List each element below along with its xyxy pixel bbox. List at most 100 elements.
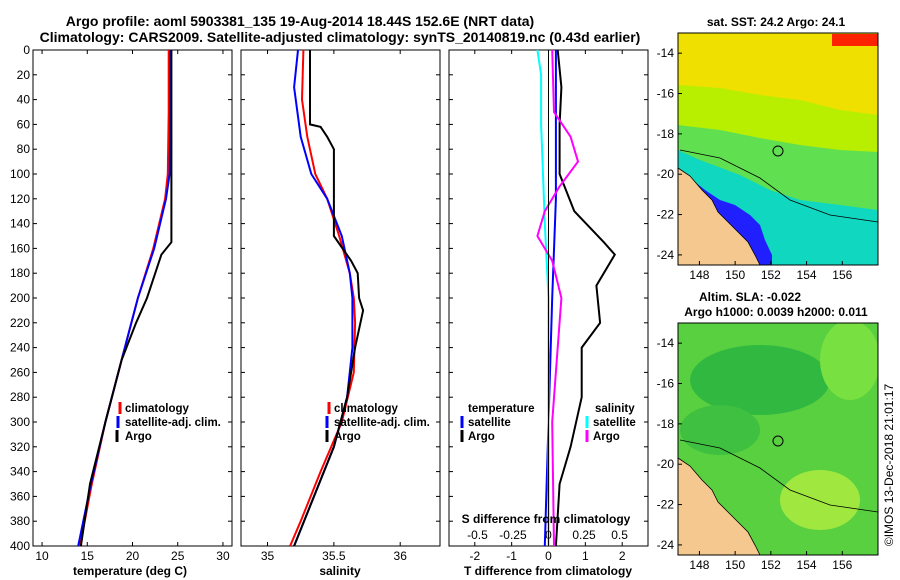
legend-climatology: climatology [334, 403, 399, 415]
sla-lat-axis: -14 -16 -18 -20 -22 -24 [657, 336, 682, 552]
sst-argo-location-marker [772, 145, 784, 157]
x-tick-label: 10 [35, 549, 49, 563]
t-difference-x-axis: -2 -1 0 1 2 [469, 50, 626, 563]
s-difference-inner-axis: -0.5-0.2500.250.5 [467, 528, 628, 542]
depth-tick-label: 220 [10, 316, 30, 330]
s-tick-label: -0.5 [467, 528, 488, 542]
sst-lat-axis: -14 -16 -18 -20 -22 -24 [657, 46, 682, 262]
x-tick-label: 30 [216, 549, 230, 563]
difference-series [536, 49, 617, 547]
temperature-series [77, 50, 173, 547]
lon-tick-label: 148 [689, 268, 709, 282]
lat-tick-label: -24 [657, 538, 675, 552]
depth-tick-label: 380 [10, 514, 30, 528]
series-line-s-argo [536, 49, 580, 547]
s-tick-label: 0.5 [611, 528, 628, 542]
legend-t-argo: Argo [468, 431, 495, 443]
lat-tick-label: -24 [657, 248, 675, 262]
depth-tick-label: 180 [10, 266, 30, 280]
salinity-legend: climatology satellite-adj. clim. Argo [325, 402, 430, 443]
s-tick-label: -0.25 [499, 528, 527, 542]
depth-tick-label: 340 [10, 465, 30, 479]
legend-argo: Argo [334, 431, 361, 443]
depth-tick-label: 40 [17, 93, 31, 107]
series-line-argo [293, 50, 365, 547]
s-tick-label: 0.25 [572, 528, 596, 542]
sst-lon-axis: 148 150 152 154 156 [689, 261, 853, 282]
x-tick-label: 15 [81, 549, 95, 563]
sla-mid-area [680, 405, 760, 455]
salinity-series [289, 49, 365, 547]
depth-tick-label: 100 [10, 167, 30, 181]
temperature-legend: climatology satellite-adj. clim. Argo [115, 402, 221, 443]
lon-tick-label: 148 [689, 558, 709, 572]
lon-tick-label: 154 [797, 268, 817, 282]
legend-satellite: satellite-adj. clim. [334, 417, 430, 429]
x-tick-label: 1 [582, 549, 589, 563]
sst-map-title: sat. SST: 24.2 Argo: 24.1 [707, 15, 846, 29]
sst-land [678, 167, 761, 265]
title-line-2: Climatology: CARS2009. Satellite-adjuste… [40, 29, 641, 45]
legend-temperature-title: temperature [468, 403, 534, 415]
depth-tick-label: 300 [10, 415, 30, 429]
x-tick-label: 20 [126, 549, 140, 563]
depth-tick-label: 0 [23, 43, 30, 57]
lat-tick-label: -14 [657, 46, 675, 60]
sla-argo-location-marker [772, 435, 784, 447]
s-difference-label: S difference from climatology [462, 512, 631, 526]
legend-satellite: satellite-adj. clim. [125, 417, 221, 429]
temperature-panel: 0 20 40 60 80 100 120 140 160 180 200 220 240 260 280 3… [10, 43, 233, 578]
depth-tick-label: 80 [17, 142, 31, 156]
depth-tick-label: 360 [10, 489, 30, 503]
x-tick-label: 35.5 [322, 549, 346, 563]
depth-tick-label: 140 [10, 217, 30, 231]
sst-hot-pixels [832, 34, 878, 46]
lat-tick-label: -18 [657, 127, 675, 141]
series-line-t-argo [554, 49, 617, 547]
sla-land [678, 457, 761, 555]
depth-tick-label: 240 [10, 341, 30, 355]
legend-argo: Argo [125, 431, 152, 443]
depth-tick-label: 20 [17, 68, 31, 82]
sla-high-area-2 [780, 470, 860, 530]
depth-tick-label: 160 [10, 241, 30, 255]
x-tick-label: 2 [619, 549, 626, 563]
salinity-x-axis: 35 35.5 36 [261, 50, 407, 563]
depth-tick-label: 60 [17, 117, 31, 131]
lon-tick-label: 156 [832, 268, 852, 282]
temperature-x-axis: 10 15 20 25 30 [35, 50, 230, 563]
sla-bathymetry-contour [679, 439, 878, 513]
lon-tick-label: 156 [832, 558, 852, 572]
temperature-xlabel: temperature (deg C) [73, 564, 187, 578]
sla-map: Altim. SLA: -0.022 Argo h1000: 0.0039 h2… [657, 290, 879, 572]
difference-panel: -2 -1 0 1 2 -0.5 -0.25 0 0.25 0.5 S difference f… [448, 49, 649, 578]
x-tick-label: 35 [261, 549, 275, 563]
sla-lon-axis: 148 150 152 154 156 [689, 551, 853, 572]
depth-tick-label: 260 [10, 365, 30, 379]
lat-tick-label: -22 [657, 498, 675, 512]
imos-credit: ©IMOS 13-Dec-2018 21:01:17 [882, 384, 896, 547]
x-tick-label: 25 [171, 549, 185, 563]
x-tick-label: 36 [394, 549, 408, 563]
lon-tick-label: 150 [725, 268, 745, 282]
sla-low-area [690, 345, 830, 415]
sla-high-area [820, 323, 878, 400]
sst-map: sat. SST: 24.2 Argo: 24.1 148 150 152 154 15… [657, 15, 879, 282]
depth-tick-label: 280 [10, 390, 30, 404]
sla-map-frame [677, 322, 879, 556]
x-tick-label: -1 [506, 549, 517, 563]
lat-tick-label: -20 [657, 167, 675, 181]
sla-map-title-2: Argo h1000: 0.0039 h2000: 0.011 [684, 305, 868, 319]
legend-salinity-title: salinity [595, 403, 635, 415]
lat-tick-label: -16 [657, 87, 675, 101]
salinity-axes-frame [240, 49, 441, 547]
salinity-xlabel: salinity [319, 564, 361, 578]
legend-climatology: climatology [125, 403, 190, 415]
series-line-argo [79, 50, 173, 547]
legend-s-satellite: satellite [593, 417, 636, 429]
legend-t-satellite: satellite [468, 417, 511, 429]
temperature-axes-frame [32, 49, 233, 547]
lat-tick-label: -18 [657, 417, 675, 431]
lon-tick-label: 150 [725, 558, 745, 572]
